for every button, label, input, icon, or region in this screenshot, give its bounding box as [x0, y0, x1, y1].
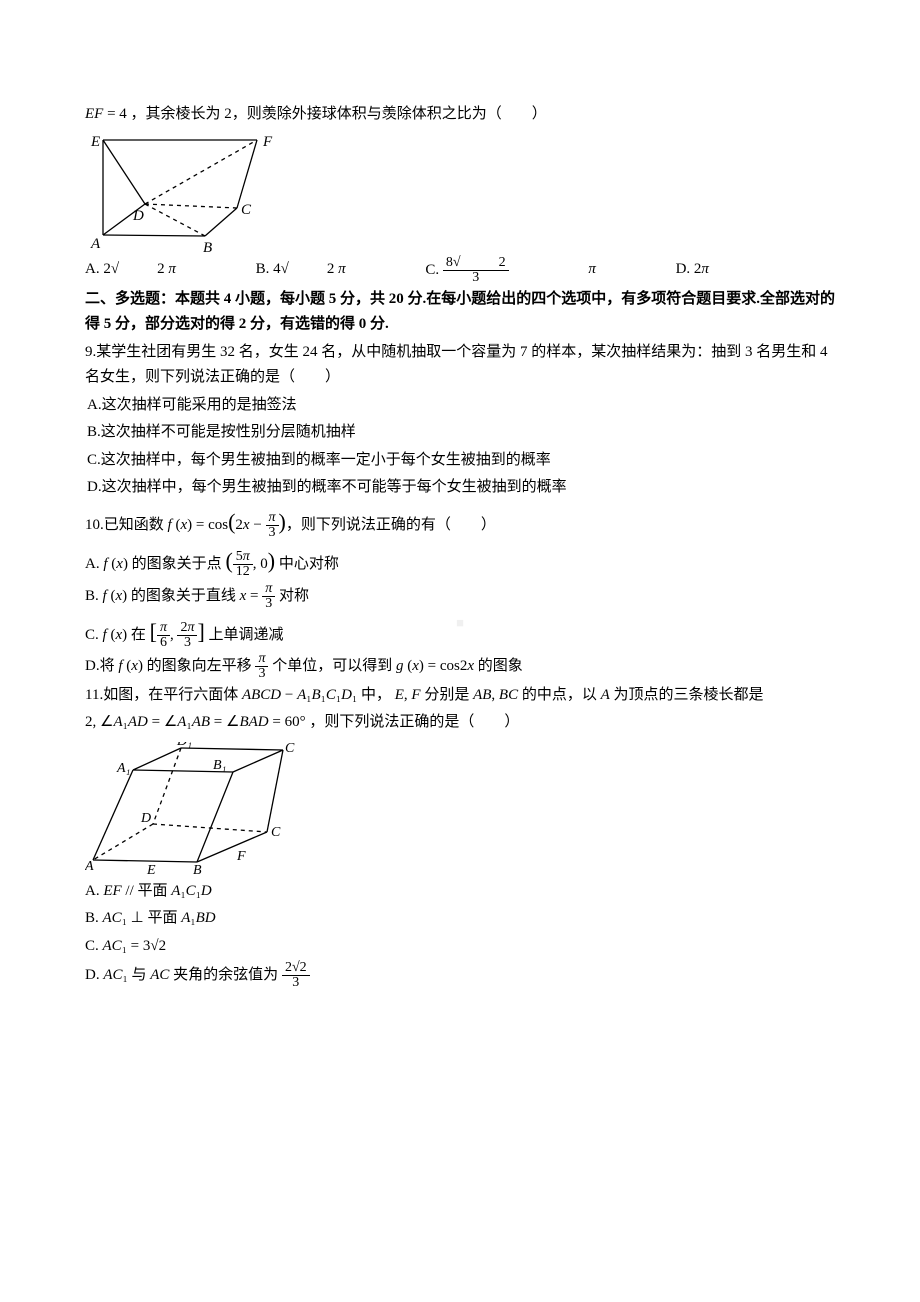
q8-options: A. 22 π B. 42 π C. 823 π D. 2π	[85, 256, 835, 285]
svg-text:B₁: B₁	[213, 758, 226, 773]
svg-text:E: E	[90, 134, 100, 150]
q11-figure: D₁ C₁ A₁ B₁ D C A E B F	[85, 742, 295, 877]
q8-C: C. 823 π	[425, 256, 633, 285]
q8-figure: E F D C A B	[85, 134, 285, 254]
svg-text:F: F	[236, 849, 246, 864]
q10-stem: 10.已知函数 f (x) = cos(2x − π3)，则下列说法正确的有（ …	[85, 503, 835, 540]
svg-text:B: B	[193, 863, 202, 877]
q11-B: B. AC₁ ⊥ 平面 A₁BD	[85, 906, 835, 932]
svg-text:D₁: D₁	[176, 742, 192, 749]
svg-text:B: B	[203, 240, 212, 254]
q10-D: D.将 f (x) 的图象向左平移 π3 个单位，可以得到 g (x) = co…	[85, 652, 835, 681]
q9-C: C.这次抽样中，每个男生被抽到的概率一定小于每个女生被抽到的概率	[87, 448, 835, 474]
q8-D: D. 2π	[676, 257, 747, 283]
q8-B: B. 42 π	[256, 257, 384, 283]
q11-D: D. AC₁ 与 AC 夹角的余弦值为 223	[85, 961, 835, 990]
q11-stem-l1: 11.如图，在平行六面体 ABCD − A₁B₁C₁D₁ 中， E, F 分别是…	[85, 683, 835, 709]
svg-text:A: A	[90, 236, 101, 252]
q11-A: A. EF // 平面 A₁C₁D	[85, 879, 835, 905]
q9-A: A.这次抽样可能采用的是抽签法	[87, 393, 835, 419]
q9-stem: 9.某学生社团有男生 32 名，女生 24 名，从中随机抽取一个容量为 7 的样…	[85, 340, 835, 391]
svg-text:D: D	[140, 811, 151, 826]
q8-intro: EF = 4 ，其余棱长为 2，则羡除外接球体积与羡除体积之比为（ ）	[85, 102, 835, 128]
svg-text:A₁: A₁	[116, 761, 130, 776]
q10-B: B. f (x) 的图象关于直线 x = π3 对称	[85, 582, 835, 611]
q9-B: B.这次抽样不可能是按性别分层随机抽样	[87, 420, 835, 446]
page: EF = 4 ，其余棱长为 2，则羡除外接球体积与羡除体积之比为（ ） E F …	[0, 0, 920, 1052]
svg-text:D: D	[132, 208, 144, 224]
svg-text:C₁: C₁	[285, 742, 295, 756]
q11-C: C. AC₁ = 32	[85, 934, 835, 960]
q10-C: C. f (x) 在 [π6, 2π3] 上单调递减	[85, 613, 835, 650]
svg-text:C: C	[271, 825, 281, 840]
q11-stem-l2: 2, ∠A₁AD = ∠A₁AB = ∠BAD = 60° ，则下列说法正确的是…	[85, 710, 835, 736]
q8-A: A. 22 π	[85, 257, 214, 283]
svg-text:A: A	[85, 859, 94, 874]
svg-text:E: E	[146, 863, 156, 877]
q9-D: D.这次抽样中，每个男生被抽到的概率不可能等于每个女生被抽到的概率	[87, 475, 835, 501]
q10-A: A. f (x) 的图象关于点 (5π12, 0) 中心对称	[85, 542, 835, 579]
svg-text:C: C	[241, 202, 252, 218]
section2-heading: 二、多选题：本题共 4 小题，每小题 5 分，共 20 分.在每小题给出的四个选…	[85, 287, 835, 338]
svg-text:F: F	[262, 134, 273, 150]
